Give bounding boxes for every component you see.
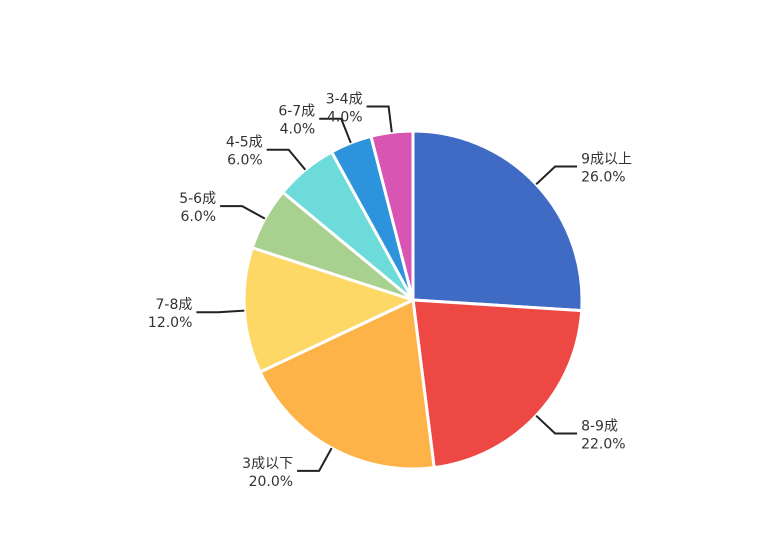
slice-value-label: 26.0% — [581, 170, 625, 186]
slice-category-label: 5-6成 — [179, 191, 216, 207]
slice-category-label: 4-5成 — [226, 135, 263, 151]
leader-line — [319, 117, 352, 144]
slice-category-label: 9成以上 — [581, 152, 632, 168]
slice-category-label: 3成以下 — [242, 456, 293, 472]
leader-line — [535, 414, 578, 435]
slice-value-label: 22.0% — [581, 437, 625, 453]
slice-category-label: 6-7成 — [278, 104, 315, 120]
pie-slices — [242, 129, 584, 471]
slice-value-label: 20.0% — [249, 474, 293, 490]
pie-slice[interactable] — [369, 129, 415, 302]
pie-slice[interactable] — [411, 129, 584, 313]
slice-value-label: 4.0% — [327, 110, 363, 126]
slice-value-label: 12.0% — [148, 315, 192, 331]
slice-labels: 9成以上 26.0% 8-9成 22.0% 3成以下 20.0% 7-8成 12.0% 5-6成… — [148, 92, 632, 490]
slice-value-label: 6.0% — [181, 209, 217, 225]
leader-lines — [196, 105, 578, 472]
slice-category-label: 7-8成 — [156, 297, 193, 313]
leader-line — [266, 148, 307, 171]
leader-line — [196, 309, 245, 314]
leader-line — [220, 205, 266, 220]
leader-line — [297, 447, 333, 472]
slice-category-label: 8-9成 — [581, 419, 618, 435]
slice-value-label: 6.0% — [227, 153, 263, 169]
slice-value-label: 4.0% — [280, 122, 316, 138]
leader-line — [366, 105, 393, 133]
slice-category-label: 3-4成 — [326, 92, 363, 108]
leader-line — [535, 165, 578, 186]
pie-slice[interactable] — [411, 298, 584, 470]
pie-slice[interactable] — [242, 246, 415, 374]
